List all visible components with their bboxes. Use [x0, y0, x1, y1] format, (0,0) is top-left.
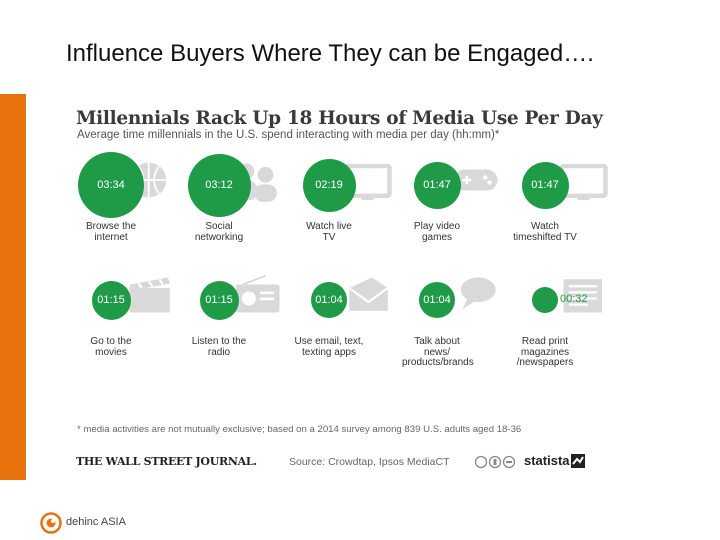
bubble-tile: 02:19 Watch live TV	[294, 150, 404, 270]
source-text: Source: Crowdtap, Ipsos MediaCT	[289, 456, 450, 468]
bubble-tile: 01:15 Go to the movies	[76, 265, 186, 385]
data-value-label: 01:47	[531, 179, 559, 191]
category-label-line: magazines	[520, 346, 570, 358]
data-bubble: 01:04	[311, 282, 347, 318]
bubble-tile: 01:04 Use email, text, texting apps	[294, 265, 404, 385]
radio-icon	[235, 274, 280, 313]
category-label-line: games	[421, 231, 452, 243]
clapperboard-icon	[129, 277, 170, 313]
chart-title: Millennials Rack Up 18 Hours of Media Us…	[76, 108, 603, 129]
data-value-label: 01:04	[315, 294, 343, 306]
envelope-icon	[348, 277, 389, 311]
data-bubble: 03:34	[78, 152, 144, 218]
chart-subtitle: Average time millennials in the U.S. spe…	[77, 129, 500, 141]
category-label-line: Talk about news/	[414, 336, 460, 358]
category-label-line: networking	[194, 231, 244, 243]
gamepad-icon	[453, 169, 498, 191]
data-bubble: 01:47	[413, 161, 461, 209]
data-bubble: 01:15	[91, 280, 131, 320]
creative-commons-icon	[474, 455, 516, 469]
statista-mark-icon	[571, 454, 585, 468]
data-bubble: 03:12	[187, 153, 251, 217]
data-bubble	[532, 287, 558, 313]
category-label: Play video games	[402, 221, 472, 243]
chart-footnote: * media activities are not mutually excl…	[77, 424, 522, 435]
category-label: Go to the movies	[76, 336, 146, 358]
data-bubble: 01:04	[419, 282, 455, 318]
data-value-label: 01:47	[423, 179, 451, 191]
bubble-tile: 03:34 Browse the internet	[76, 150, 186, 270]
data-value-label: 00:32	[560, 293, 588, 305]
data-bubble: 02:19	[302, 158, 356, 212]
category-label: Listen to the radio	[184, 336, 254, 358]
category-label: Talk about news/products/brands	[402, 336, 474, 369]
data-bubble: 01:15	[199, 280, 239, 320]
data-value-label: 03:12	[205, 179, 233, 191]
bubble-tile: 01:47 Watch timeshifted TV	[510, 150, 620, 270]
bubble-tile: 01:15 Listen to the radio	[184, 265, 294, 385]
slide-title: Influence Buyers Where They can be Engag…	[66, 40, 594, 67]
category-label: Watch timeshifted TV	[510, 221, 580, 243]
category-label-line: Social	[205, 221, 233, 232]
data-value-label: 01:04	[423, 294, 451, 306]
data-bubble: 01:47	[521, 161, 569, 209]
data-value-label: 02:19	[315, 179, 343, 191]
wsj-logo: THE WALL STREET JOURNAL.	[76, 455, 257, 468]
category-label: Watch live TV	[294, 221, 364, 243]
category-label-line: Read print	[521, 336, 569, 347]
category-label-line: /newspapers	[516, 357, 574, 368]
category-label-line: TV	[322, 231, 336, 243]
bubble-tile: 03:12 Social networking	[184, 150, 294, 270]
data-value-label: 01:15	[97, 294, 125, 306]
category-label: Browse the internet	[76, 221, 146, 243]
category-label: Social networking	[184, 221, 254, 243]
accent-bar	[0, 94, 26, 480]
category-label-line: Use email, text,	[294, 336, 364, 347]
company-name: dehinc ASIA	[66, 516, 126, 528]
category-label-line: Watch live	[306, 221, 352, 232]
company-logo-icon	[40, 512, 62, 534]
data-value-label: 03:34	[97, 179, 125, 191]
speech-bubble-icon	[460, 277, 496, 309]
category-label: Use email, text, texting apps	[294, 336, 364, 358]
category-label-line: Play video	[413, 221, 461, 232]
category-label-line: internet	[94, 231, 128, 243]
bubble-tile: 01:04 Talk about news/products/brands	[402, 265, 512, 385]
bubble-tile: 01:47 Play video games	[402, 150, 512, 270]
category-label-line: texting apps	[302, 346, 356, 358]
category-label-line: Listen to the	[191, 336, 247, 347]
category-label-line: radio	[207, 346, 231, 358]
data-value-label: 01:15	[205, 294, 233, 306]
category-label-line: Browse the	[85, 221, 137, 232]
category-label: Read print magazines/newspapers	[510, 336, 580, 369]
category-label-line: products/brands	[402, 357, 474, 368]
category-label-line: movies	[95, 346, 127, 358]
category-label-line: Watch	[531, 221, 559, 232]
bubble-tile: 00:32 Read print magazines/newspapers	[510, 265, 620, 385]
newspaper-icon	[563, 279, 602, 313]
statista-logo: statista	[524, 453, 570, 468]
category-label-line: Go to the	[90, 336, 132, 347]
category-label-line: timeshifted TV	[513, 231, 577, 243]
